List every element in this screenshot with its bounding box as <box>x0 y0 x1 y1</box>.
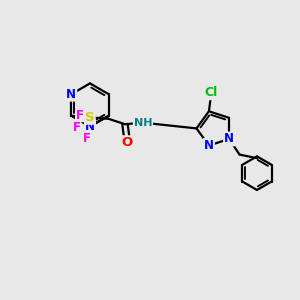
Text: N: N <box>85 120 95 133</box>
Text: F: F <box>83 132 91 145</box>
Text: N: N <box>66 88 76 101</box>
Text: F: F <box>73 121 81 134</box>
Text: F: F <box>76 109 84 122</box>
Text: Cl: Cl <box>205 86 218 99</box>
Text: NH: NH <box>134 118 152 128</box>
Text: N: N <box>204 139 214 152</box>
Text: N: N <box>224 133 234 146</box>
Text: S: S <box>85 111 95 124</box>
Text: O: O <box>122 136 133 149</box>
